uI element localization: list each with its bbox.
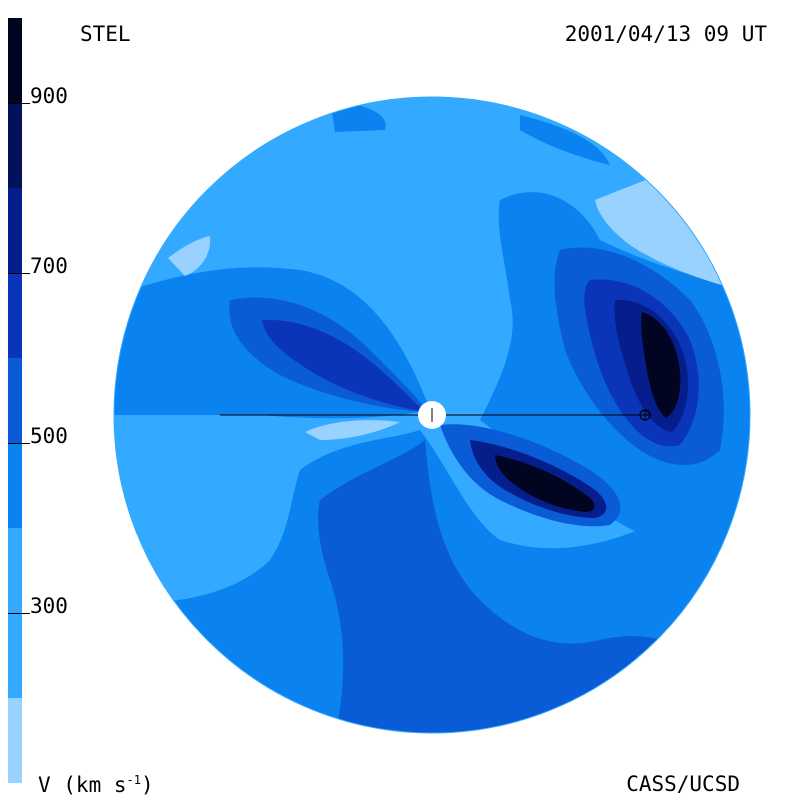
unit-label-exp: -1 bbox=[126, 773, 141, 787]
timestamp-label: 2001/04/13 09 UT bbox=[564, 22, 767, 46]
colorbar-level-4 bbox=[8, 273, 22, 358]
colorbar-level-3 bbox=[8, 358, 22, 443]
colorbar-tick bbox=[8, 613, 30, 614]
contour-east-core3 bbox=[641, 312, 681, 418]
colorbar-tick bbox=[8, 273, 30, 274]
map-disc-edge bbox=[113, 96, 751, 734]
colorbar-level-6 bbox=[8, 103, 22, 188]
colorbar-level-2 bbox=[8, 443, 22, 528]
contour-se-core2 bbox=[495, 455, 595, 512]
contour-west-core bbox=[262, 319, 425, 412]
colorbar-level-7 bbox=[8, 18, 22, 103]
colorbar-tick-label: 900 bbox=[30, 84, 68, 108]
colorbar-tick-label: 700 bbox=[30, 254, 68, 278]
colorbar-tick-label: 500 bbox=[30, 424, 68, 448]
colorbar-tick bbox=[8, 103, 30, 104]
colorbar-level-5 bbox=[8, 188, 22, 273]
source-label: STEL bbox=[80, 22, 131, 46]
contour-north bbox=[330, 100, 610, 165]
colorbar-level-0 bbox=[8, 698, 22, 783]
colorbar bbox=[8, 18, 22, 783]
colorbar-tick-label: 300 bbox=[30, 594, 68, 618]
contour-south-inner bbox=[318, 440, 700, 733]
unit-label: V (km s-1) bbox=[38, 774, 154, 796]
colorbar-tick bbox=[8, 443, 30, 444]
unit-label-close: ) bbox=[140, 773, 154, 797]
contour-center-light bbox=[305, 420, 400, 440]
credit-label: CASS/UCSD bbox=[626, 772, 740, 796]
unit-label-text: V (km s bbox=[38, 773, 127, 797]
contour-nw-light bbox=[168, 236, 211, 276]
contour-ne-light bbox=[595, 175, 740, 290]
